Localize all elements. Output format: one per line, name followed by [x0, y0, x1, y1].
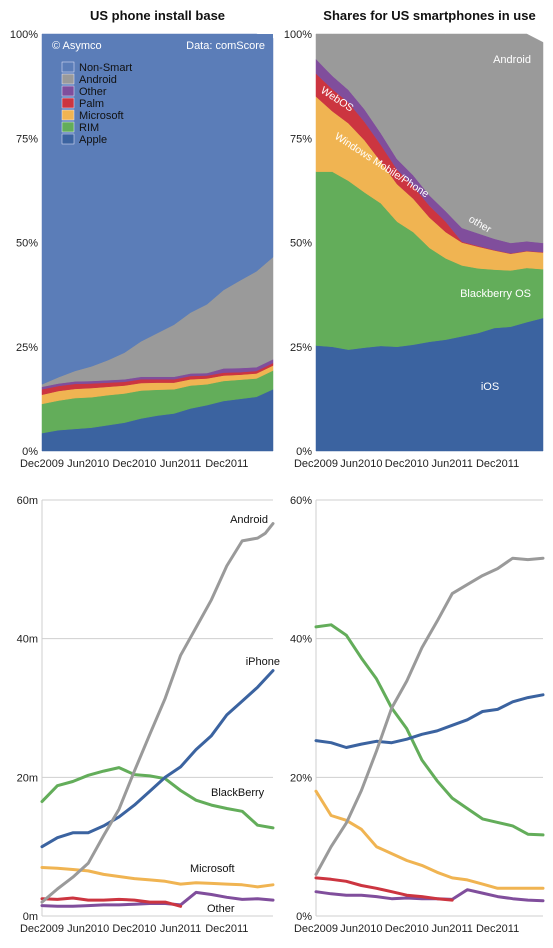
chart-smartphone-shares: 0% 25% 50% 75% 100% Dec2009 Jun2010 Dec2010 Jun2…: [284, 8, 544, 470]
legend-swatch-rim: [61, 121, 75, 133]
legend: Non-SmartAndroidOtherPalmMicrosoftRIMApp…: [61, 61, 132, 146]
x-tick-label: Dec2010: [112, 458, 156, 470]
y-tick-label: 25%: [290, 342, 312, 354]
x-tick-label: Dec2011: [476, 923, 519, 935]
y-tick-label: 100%: [284, 29, 312, 41]
x-tick-label: Jun2010: [340, 923, 382, 935]
y-tick-label: 20%: [290, 772, 312, 784]
x-tick-label: Jun2010: [67, 458, 109, 470]
x-tick-label: Dec2009: [20, 923, 64, 935]
y-tick-label: 60m: [17, 495, 38, 507]
x-tick-label: Dec2011: [476, 458, 519, 470]
chart-install-base: 0% 25% 50% 75% 100% Dec2009 Jun2010 Dec2010 Jun2…: [10, 8, 274, 470]
series-line-rim: [314, 623, 545, 837]
x-tick-label: Dec2011: [205, 923, 248, 935]
legend-label-other: Other: [79, 86, 107, 98]
legend-label-palm: Palm: [79, 98, 104, 110]
series-label-apple: iPhone: [246, 656, 280, 668]
area-label-blackberry: Blackberry OS: [460, 288, 531, 300]
series-label-microsoft: Microsoft: [190, 863, 235, 875]
x-tick-label: Jun2011: [432, 923, 473, 935]
legend-swatch-other: [61, 85, 75, 97]
x-tick-label: Dec2009: [294, 923, 338, 935]
area-nonsmart: [41, 33, 274, 385]
series-line-palm: [40, 896, 183, 908]
chart-title: US phone install base: [90, 8, 225, 23]
x-tick-label: Dec2009: [294, 458, 338, 470]
series-line-microsoft: [40, 866, 275, 889]
chart-install-base-lines: 0m 20m 40m 60m Dec2009 Jun2010 Dec2010 Jun2011 D…: [17, 495, 280, 935]
legend-swatch-palm: [61, 97, 75, 109]
legend-label-android: Android: [79, 74, 117, 86]
x-tick-label: Jun2011: [160, 923, 201, 935]
x-tick-label: Jun2010: [67, 923, 109, 935]
legend-label-nonsmart: Non-Smart: [79, 62, 132, 74]
x-tick-label: Dec2011: [205, 458, 248, 470]
y-tick-label: 60%: [290, 495, 312, 507]
legend-swatch-microsoft: [61, 109, 75, 121]
y-tick-label: 50%: [290, 238, 312, 250]
area-label-android: Android: [493, 54, 531, 66]
area-label-ios: iOS: [481, 381, 499, 393]
x-tick-label: Dec2010: [112, 923, 156, 935]
x-tick-label: Jun2011: [160, 458, 201, 470]
y-tick-label: 75%: [290, 133, 312, 145]
legend-swatch-nonsmart: [61, 61, 75, 73]
series-label-android: Android: [230, 514, 268, 526]
y-tick-label: 50%: [16, 238, 38, 250]
x-tick-label: Jun2011: [432, 458, 473, 470]
x-tick-label: Dec2010: [385, 923, 429, 935]
series-label-other: Other: [207, 903, 235, 915]
y-tick-label: 0m: [23, 911, 38, 923]
y-tick-label: 0%: [296, 446, 312, 458]
y-tick-label: 40%: [290, 634, 312, 646]
series-label-rim: BlackBerry: [211, 787, 265, 799]
chart-share-lines: 0% 20% 40% 60% Dec2009 Jun2010 Dec2010 Jun2011 D…: [290, 495, 545, 935]
chart-title: Shares for US smartphones in use: [323, 8, 535, 23]
legend-label-rim: RIM: [79, 122, 99, 134]
y-tick-label: 0%: [22, 446, 38, 458]
y-tick-label: 75%: [16, 133, 38, 145]
y-tick-label: 20m: [17, 772, 38, 784]
watermark-left: © Asymco: [52, 40, 102, 52]
y-tick-label: 25%: [16, 342, 38, 354]
series-line-palm: [314, 876, 454, 902]
y-tick-label: 40m: [17, 634, 38, 646]
series-line-android: [40, 522, 275, 904]
legend-label-microsoft: Microsoft: [79, 110, 124, 122]
y-tick-label: 0%: [296, 911, 312, 923]
x-tick-label: Jun2010: [340, 458, 382, 470]
series-line-rim: [40, 766, 275, 830]
series-line-microsoft: [314, 789, 545, 890]
series-line-apple: [314, 693, 545, 749]
legend-label-apple: Apple: [79, 134, 107, 146]
y-tick-label: 100%: [10, 29, 38, 41]
area-android: [315, 33, 544, 244]
x-tick-label: Dec2010: [385, 458, 429, 470]
watermark-right: Data: comScore: [186, 40, 265, 52]
legend-swatch-apple: [61, 133, 75, 145]
x-tick-label: Dec2009: [20, 458, 64, 470]
series-line-apple: [40, 669, 275, 849]
legend-swatch-android: [61, 73, 75, 85]
series-line-android: [314, 556, 545, 876]
